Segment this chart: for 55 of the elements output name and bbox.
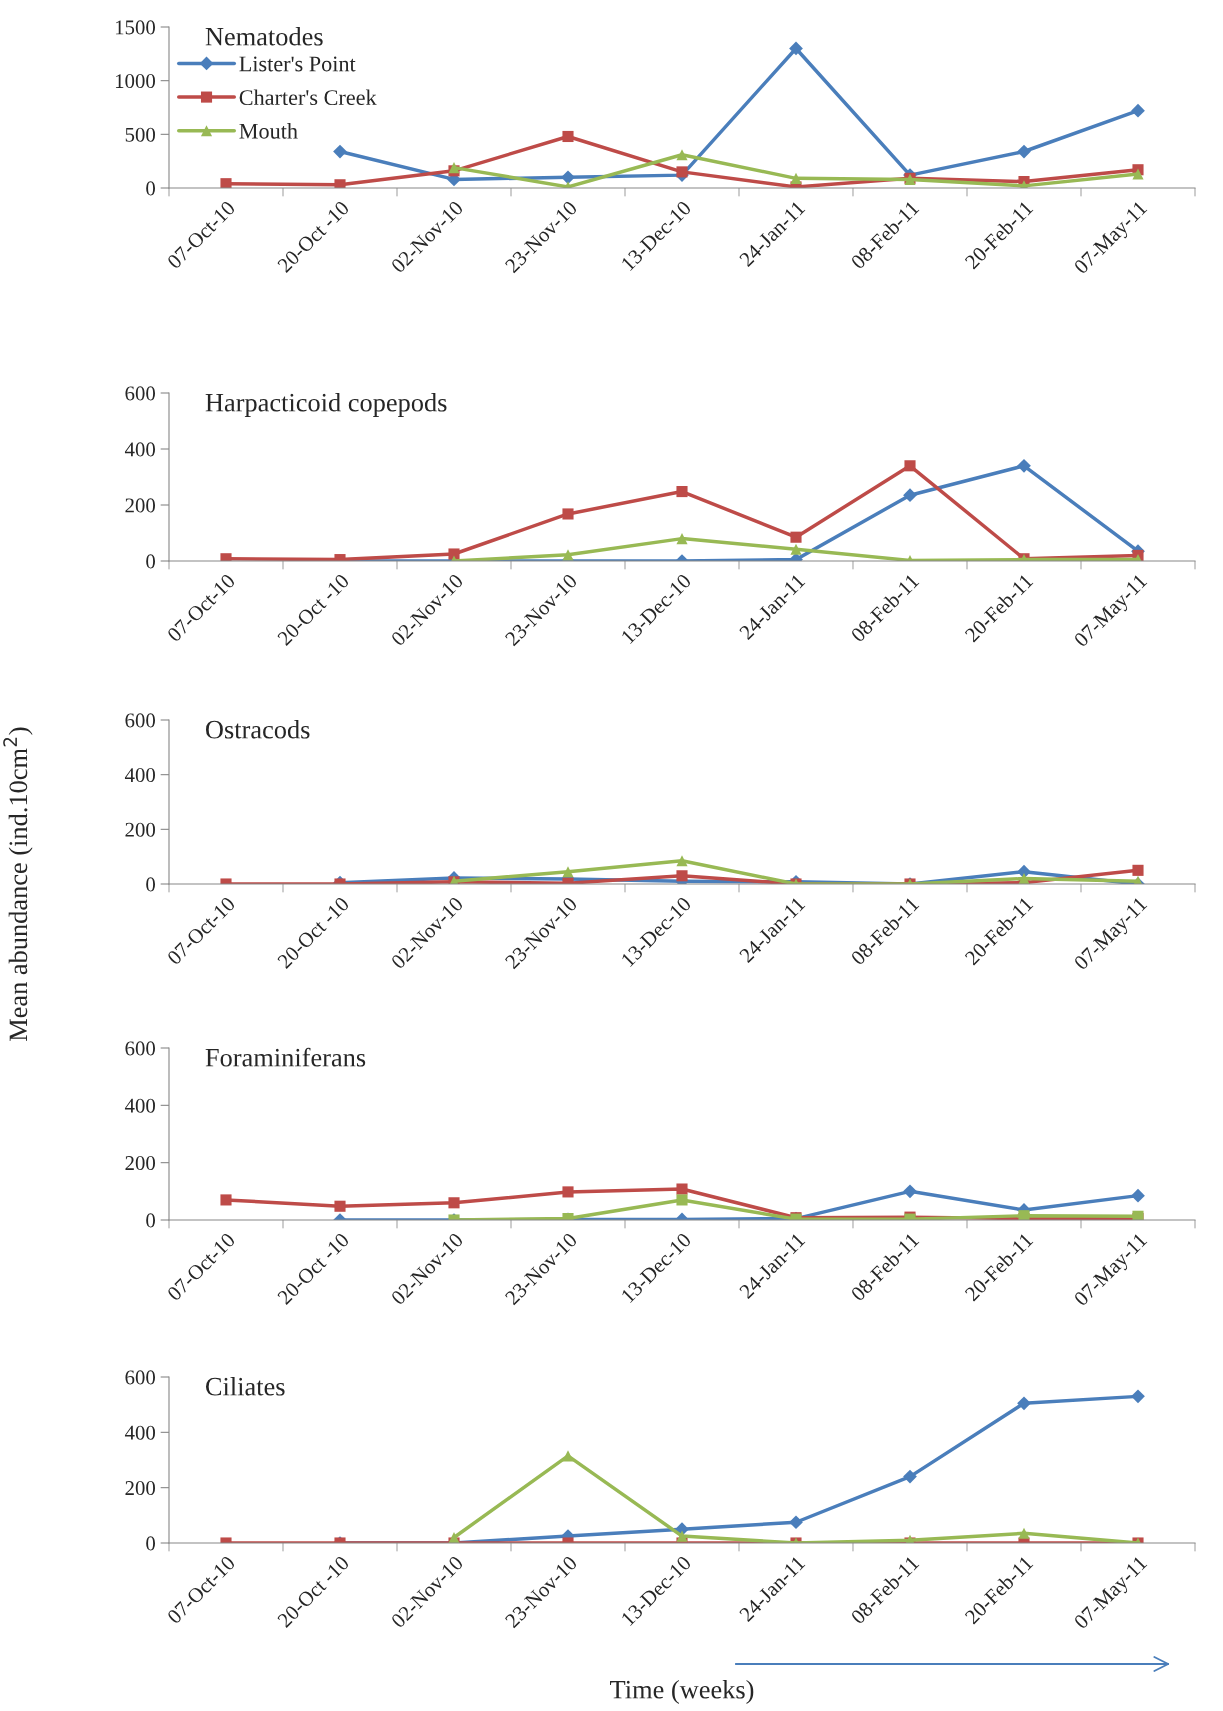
y-tick-label: 0	[146, 181, 156, 196]
y-tick-label: 200	[125, 498, 156, 513]
point	[1017, 1396, 1031, 1411]
point	[562, 508, 574, 520]
point	[790, 543, 802, 555]
y-tick-label: 400	[124, 768, 156, 783]
chart-title: Nematodes	[205, 27, 323, 46]
point	[220, 178, 232, 188]
y-tick-label: 1500	[115, 20, 156, 35]
y-tick-label: 200	[125, 1156, 156, 1171]
point	[790, 531, 802, 543]
x-axis-title: Time (weeks)	[610, 1680, 754, 1704]
point	[562, 549, 574, 561]
point	[561, 170, 575, 185]
chart-title: Harpacticoid copepods	[205, 393, 447, 417]
point	[790, 172, 802, 184]
y-axis-title: Mean abundance (ind.10cm$^{2}$)	[3, 727, 33, 1042]
y-tick-label: 600	[125, 1370, 156, 1385]
point	[676, 533, 688, 545]
point	[562, 130, 574, 143]
point	[562, 1450, 574, 1462]
point	[789, 41, 803, 56]
chart-title: Ciliates	[205, 1377, 285, 1396]
legend-label: Mouth	[239, 123, 298, 139]
point	[1017, 458, 1031, 473]
point	[903, 1469, 917, 1484]
point	[1132, 168, 1144, 180]
point	[676, 149, 688, 161]
y-tick-label: 500	[125, 127, 156, 142]
y-tick-label: 400	[124, 1425, 156, 1440]
y-tick-label: 0	[146, 1536, 156, 1551]
y-tick-label: 200	[125, 822, 156, 837]
point	[334, 179, 346, 188]
point	[1017, 144, 1031, 159]
point	[904, 460, 916, 472]
point	[1131, 103, 1145, 118]
chart-title: Ostracods	[205, 720, 310, 739]
point	[676, 166, 688, 178]
y-tick-label: 400	[124, 1098, 156, 1113]
y-tick-label: 1000	[115, 74, 156, 89]
point	[903, 488, 917, 503]
y-tick-label: 0	[146, 554, 156, 569]
point	[676, 486, 688, 498]
y-tick-label: 200	[125, 1481, 156, 1496]
y-tick-label: 400	[124, 442, 156, 457]
y-tick-label: 600	[125, 386, 156, 401]
legend-label: Charter's Creek	[239, 89, 377, 106]
y-tick-label: 0	[146, 877, 156, 892]
point	[333, 144, 347, 159]
point	[1131, 1389, 1145, 1404]
y-tick-label: 600	[125, 1041, 156, 1056]
y-tick-label: 600	[125, 713, 156, 728]
chart-title: Foraminiferans	[205, 1047, 366, 1067]
legend-label: Lister's Point	[239, 56, 356, 72]
y-tick-label: 0	[146, 1213, 156, 1228]
